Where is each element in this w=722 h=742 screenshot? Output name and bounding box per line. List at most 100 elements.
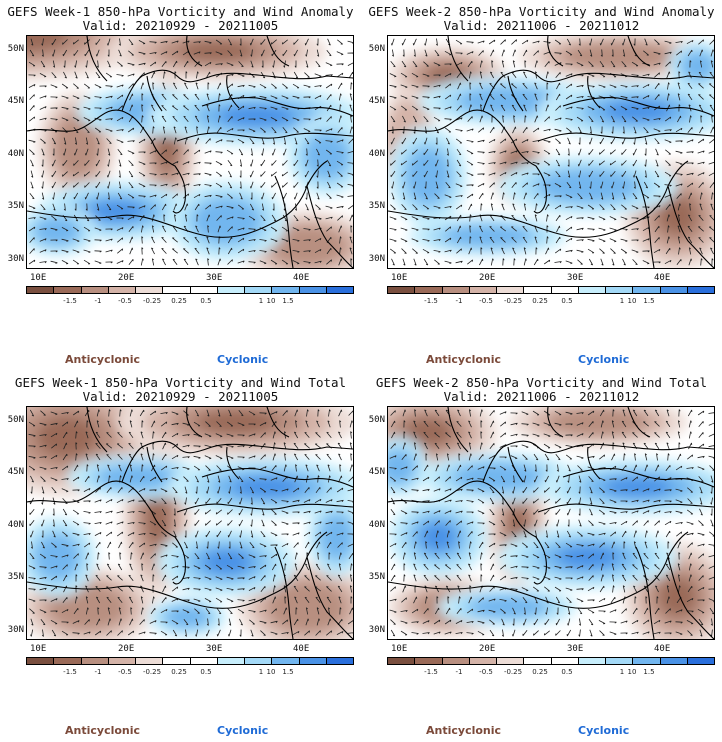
wind-vector — [412, 115, 418, 123]
wind-vector — [138, 171, 146, 177]
wind-vector — [259, 609, 267, 613]
wind-vector — [499, 553, 507, 559]
wind-vector — [510, 565, 518, 569]
wind-vector — [642, 117, 650, 121]
wind-vector — [489, 509, 495, 516]
wind-vector — [293, 192, 298, 200]
wind-vector — [612, 574, 615, 582]
wind-vector — [654, 552, 660, 560]
wind-vector — [216, 215, 222, 221]
wind-vector — [621, 563, 627, 571]
wind-vector — [184, 486, 188, 494]
wind-vector — [633, 530, 637, 538]
wind-vector — [94, 227, 102, 232]
wind-vector — [128, 541, 134, 549]
wind-vector — [632, 564, 638, 570]
wind-vector — [96, 192, 100, 200]
wind-vector — [149, 41, 157, 44]
wind-vector — [348, 476, 353, 482]
wind-vector — [105, 510, 113, 514]
wind-vector — [260, 39, 266, 45]
wind-vector — [207, 82, 210, 90]
wind-vector — [578, 475, 582, 483]
wind-vector — [141, 464, 144, 472]
wind-vector — [643, 127, 649, 133]
wind-vector — [261, 519, 265, 527]
wind-vector — [128, 50, 134, 56]
wind-vector — [303, 510, 311, 514]
colorbar-swatch — [217, 658, 245, 664]
wind-vector — [534, 93, 538, 101]
wind-vector — [250, 497, 253, 505]
wind-vector — [698, 564, 704, 570]
wind-vector — [326, 630, 333, 636]
wind-vector — [206, 236, 210, 244]
wind-vector — [499, 544, 507, 547]
wind-vector — [95, 574, 101, 581]
wind-vector — [347, 632, 353, 634]
wind-vector — [390, 574, 396, 582]
wind-vector — [632, 116, 638, 122]
wind-vector — [697, 608, 705, 614]
wind-vector — [314, 138, 322, 144]
wind-vector — [433, 205, 441, 209]
wind-vector — [61, 117, 69, 122]
wind-vector — [237, 434, 245, 437]
wind-vector — [390, 508, 396, 516]
wind-vector — [215, 63, 223, 66]
lon-label: 20E — [479, 644, 496, 654]
wind-vector — [107, 148, 111, 156]
wind-vector — [182, 609, 190, 614]
wind-vector — [228, 486, 231, 494]
wind-vector — [523, 49, 528, 57]
wind-vector — [620, 106, 628, 111]
wind-vector — [554, 183, 562, 188]
wind-vector — [106, 596, 112, 603]
wind-vector — [325, 83, 333, 89]
wind-vector — [316, 170, 319, 178]
wind-vector — [554, 204, 562, 210]
wind-vector — [73, 49, 79, 57]
wind-vector — [411, 216, 419, 221]
wind-vector — [304, 575, 310, 581]
wind-vector — [445, 83, 452, 89]
wind-vector — [184, 629, 187, 637]
wind-vector — [249, 486, 255, 494]
wind-vector — [600, 574, 604, 582]
wind-vector — [401, 60, 407, 68]
wind-vector — [500, 564, 507, 570]
wind-vector — [433, 62, 441, 67]
wind-vector — [138, 631, 146, 635]
wind-vector — [611, 115, 615, 123]
wind-vector — [83, 249, 91, 253]
coastline — [635, 546, 655, 639]
wind-vector — [445, 226, 452, 232]
wind-vector — [556, 519, 560, 527]
wind-vector — [282, 148, 287, 156]
wind-vector — [270, 95, 278, 100]
wind-vector — [195, 486, 198, 494]
wind-vector — [576, 217, 584, 220]
wind-vector — [675, 499, 683, 504]
anticyclonic-region — [36, 416, 98, 458]
wind-vector — [237, 588, 245, 591]
wind-vector — [160, 193, 168, 199]
wind-vector — [567, 464, 571, 472]
wind-vector — [128, 431, 134, 439]
wind-vector — [632, 520, 638, 526]
colorbar — [26, 286, 354, 294]
wind-vector — [411, 632, 419, 635]
wind-vector — [577, 49, 583, 57]
wind-vector — [687, 409, 693, 417]
coastline — [306, 185, 353, 268]
wind-vector — [433, 116, 441, 122]
wind-vector — [554, 565, 562, 569]
wind-vector — [161, 225, 167, 233]
wind-vector — [554, 128, 562, 132]
wind-vector — [689, 203, 692, 211]
wind-vector — [303, 96, 311, 99]
wind-vector — [423, 160, 429, 166]
wind-vector — [524, 60, 527, 68]
wind-vector — [400, 105, 408, 111]
wind-vector — [326, 247, 332, 255]
